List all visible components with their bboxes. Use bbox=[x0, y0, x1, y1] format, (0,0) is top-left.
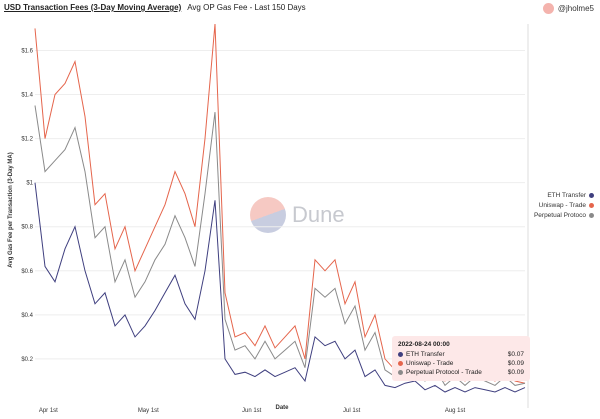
avatar bbox=[542, 3, 554, 14]
y-axis-label: Avg Gas Fee per Transaction (3-Day MA) bbox=[8, 152, 14, 267]
legend-dot bbox=[589, 193, 594, 198]
y-tick-label: $1.6 bbox=[21, 48, 33, 54]
chart-title[interactable]: USD Transaction Fees (3-Day Moving Avera… bbox=[4, 3, 182, 12]
x-tick-label: May 1st bbox=[138, 408, 159, 414]
x-tick-label: Jul 1st bbox=[343, 408, 361, 414]
dot-icon bbox=[398, 361, 403, 366]
tooltip-row: ETH Transfer $0.07 bbox=[398, 351, 524, 358]
x-tick-label: Jun 1st bbox=[242, 408, 262, 414]
chart-header: USD Transaction Fees (3-Day Moving Avera… bbox=[4, 3, 306, 12]
series-line-perpetual-protocol-trade[interactable] bbox=[34, 105, 526, 387]
legend-item-perp[interactable]: Perpetual Protoco bbox=[534, 212, 594, 219]
dot-icon bbox=[398, 352, 403, 357]
y-tick-label: $0.4 bbox=[21, 313, 33, 319]
series-line-uniswap-trade[interactable] bbox=[34, 23, 526, 384]
y-tick-label: $0.2 bbox=[21, 357, 33, 363]
tooltip: 2022-08-24 00:00 ETH Transfer $0.07 Unisw… bbox=[392, 336, 530, 381]
series-line-eth-transfer[interactable] bbox=[34, 182, 526, 393]
x-axis-label: Date bbox=[275, 405, 289, 411]
x-tick-label: Aug 1st bbox=[445, 408, 466, 414]
legend-item-uniswap[interactable]: Uniswap - Trade bbox=[534, 202, 594, 209]
chart-subtitle: Avg OP Gas Fee - Last 150 Days bbox=[187, 3, 306, 12]
y-tick-label: $1.2 bbox=[21, 137, 33, 143]
tooltip-row: Perpetual Protocol - Trade $0.09 bbox=[398, 369, 524, 376]
y-tick-label: $1 bbox=[26, 181, 33, 187]
legend-dot bbox=[589, 213, 594, 218]
tooltip-date: 2022-08-24 00:00 bbox=[398, 341, 450, 348]
watermark-text: Dune bbox=[292, 202, 345, 227]
legend: ETH Transfer Uniswap - Trade Perpetual P… bbox=[534, 192, 594, 222]
legend-item-eth[interactable]: ETH Transfer bbox=[534, 192, 594, 199]
legend-dot bbox=[589, 203, 594, 208]
username: @jholme5 bbox=[557, 4, 594, 13]
x-tick-label: Apr 1st bbox=[39, 408, 58, 414]
tooltip-row: Uniswap - Trade $0.09 bbox=[398, 360, 524, 367]
dot-icon bbox=[398, 370, 403, 375]
user-badge[interactable]: @jholme5 bbox=[542, 3, 594, 14]
y-tick-label: $0.8 bbox=[21, 225, 33, 231]
y-tick-label: $0.6 bbox=[21, 269, 33, 275]
y-tick-label: $1.4 bbox=[21, 93, 33, 99]
